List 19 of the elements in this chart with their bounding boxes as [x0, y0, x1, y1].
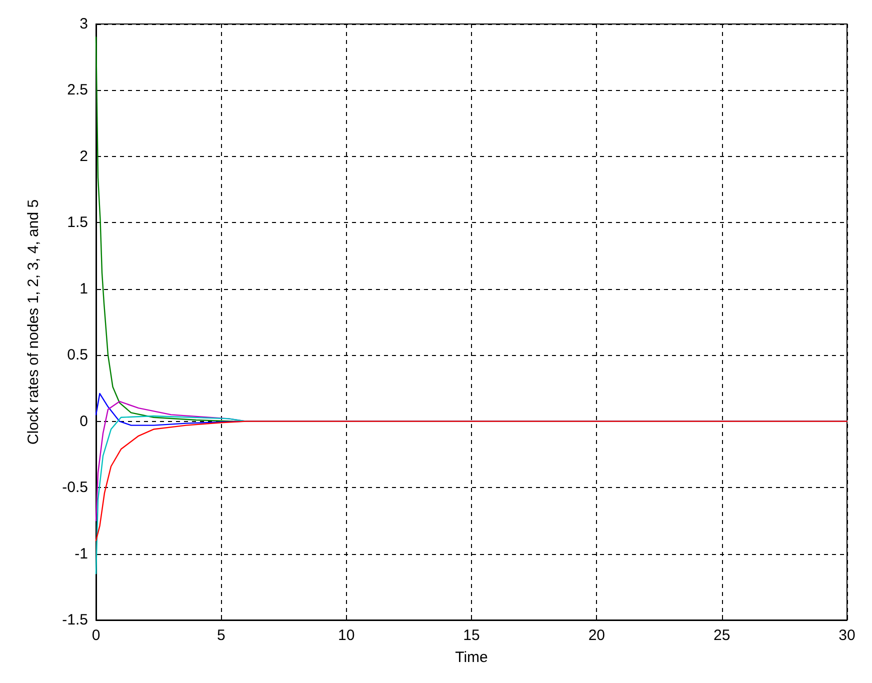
y-axis-title: Clock rates of nodes 1, 2, 3, 4, and 5	[25, 199, 42, 445]
y-tick-label: 3	[80, 16, 88, 32]
y-tick-label: 0	[80, 412, 88, 430]
y-tick-label: 0.5	[67, 346, 88, 364]
y-tick-label: 1.5	[67, 214, 88, 232]
y-tick-label: 2.5	[67, 82, 88, 99]
x-tick-label: 25	[713, 627, 730, 644]
x-axis-title: Time	[455, 649, 488, 666]
y-tick-label: 2	[80, 148, 88, 165]
x-tick-label: 5	[216, 627, 226, 644]
y-tick-label: -0.5	[62, 479, 88, 496]
x-tick-label: 0	[92, 627, 100, 644]
y-tick-label: -1.5	[62, 612, 88, 628]
y-tick-label: -1	[74, 545, 88, 562]
x-tick-label: 10	[338, 627, 355, 644]
x-tick-label: 30	[838, 627, 856, 644]
x-tick-label: 20	[588, 627, 606, 644]
y-tick-label: 1	[80, 280, 88, 298]
x-tick-label: 15	[463, 627, 480, 644]
